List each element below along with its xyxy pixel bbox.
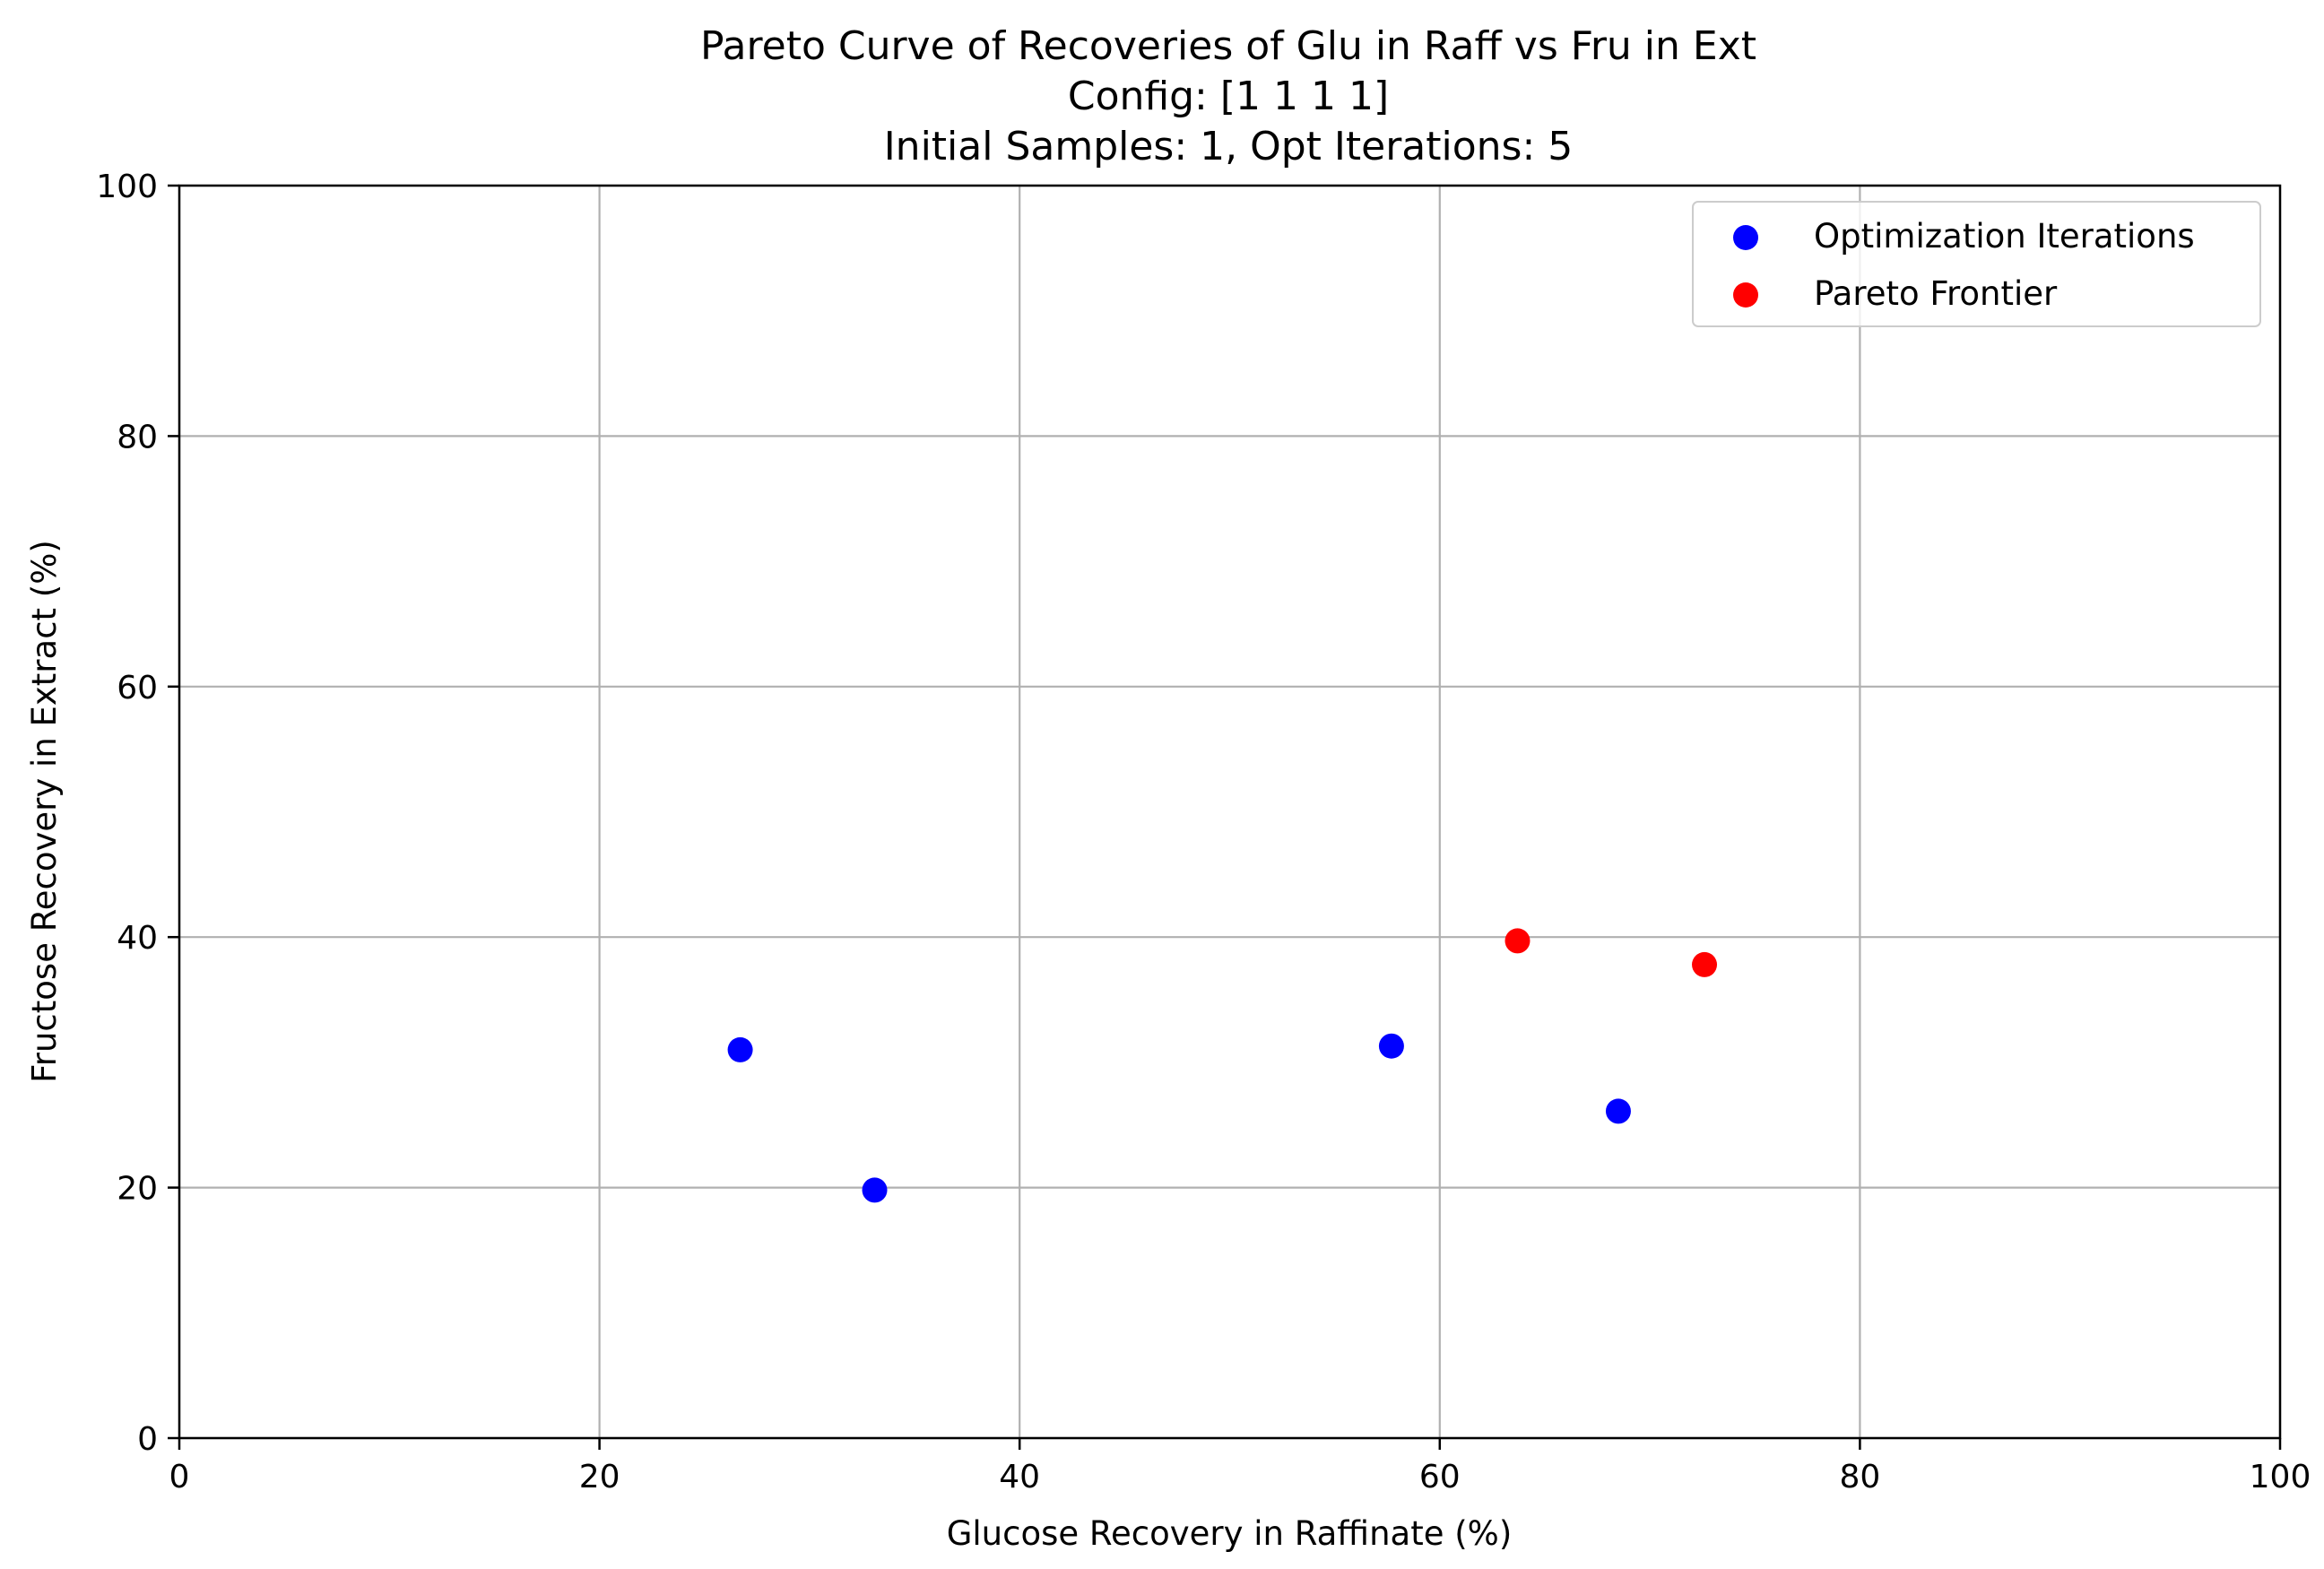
y-axis-ticks: 0 20 40 60 80 100: [96, 169, 179, 1458]
x-tick-label: 60: [1419, 1459, 1461, 1495]
grid-lines: [178, 184, 2282, 1440]
y-tick-label: 20: [117, 1171, 158, 1208]
optimization-iterations-point: [1378, 1033, 1404, 1059]
chart-title: Pareto Curve of Recoveries of Glu in Raf…: [700, 23, 1756, 169]
x-tick-label: 80: [1839, 1459, 1880, 1495]
y-tick-label: 100: [96, 169, 158, 205]
legend: Optimization Iterations Pareto Frontier: [1692, 201, 2261, 327]
pareto-frontier-point: [1505, 928, 1531, 954]
legend-marker-optimization-iterations: [1733, 225, 1758, 250]
optimization-iterations-point: [727, 1036, 753, 1062]
x-tick-label: 100: [2250, 1459, 2311, 1495]
y-tick-label: 60: [117, 670, 158, 706]
x-axis-ticks: 0 20 40 60 80 100: [169, 1438, 2311, 1495]
x-axis-label: Glucose Recovery in Raffinate (%): [947, 1514, 1513, 1553]
chart-title-line-3: Initial Samples: 1, Opt Iterations: 5: [884, 124, 1574, 169]
y-tick-label: 80: [117, 419, 158, 455]
legend-box: [1692, 201, 2261, 327]
y-tick-label: 40: [117, 920, 158, 957]
chart-title-line-2: Config: [1 1 1 1]: [1068, 74, 1389, 119]
legend-label-pareto-frontier: Pareto Frontier: [1814, 274, 2058, 313]
pareto-frontier-point: [1692, 951, 1718, 977]
optimization-iterations-point: [1605, 1098, 1631, 1124]
data-points: [727, 928, 1718, 1203]
y-tick-label: 0: [137, 1421, 158, 1458]
chart-title-line-1: Pareto Curve of Recoveries of Glu in Raf…: [700, 23, 1756, 69]
legend-marker-pareto-frontier: [1733, 282, 1758, 308]
legend-label-optimization-iterations: Optimization Iterations: [1814, 217, 2195, 256]
plot-area-frame: [178, 184, 2282, 1440]
optimization-iterations-point: [862, 1177, 888, 1203]
y-axis-label: Fructose Recovery in Extract (%): [25, 540, 64, 1083]
x-tick-label: 0: [169, 1459, 190, 1495]
x-tick-label: 20: [579, 1459, 620, 1495]
x-tick-label: 40: [999, 1459, 1040, 1495]
